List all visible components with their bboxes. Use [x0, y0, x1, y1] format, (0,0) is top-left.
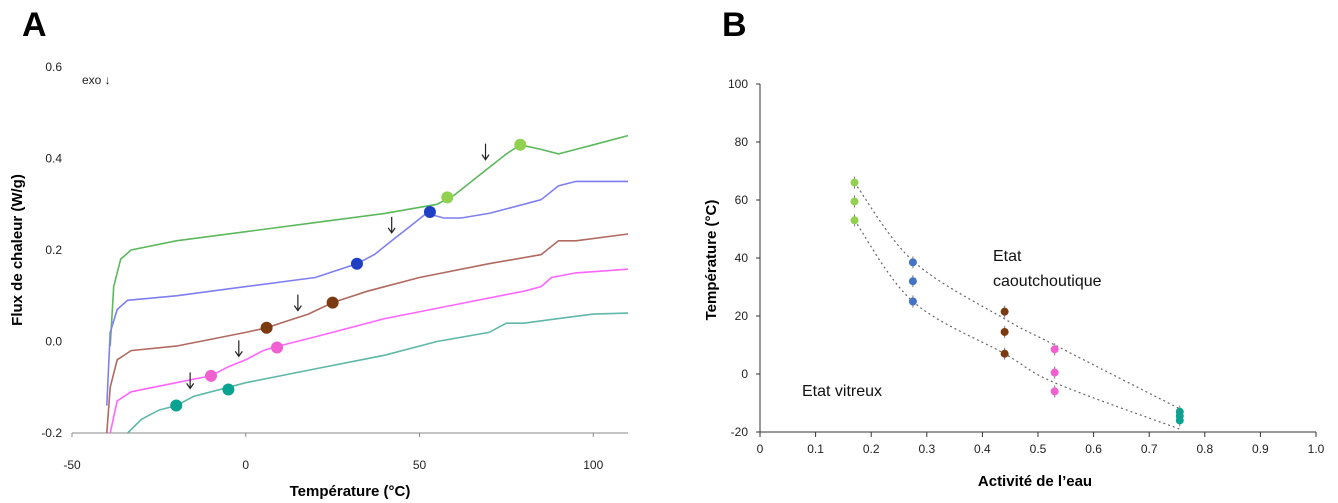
x-tick-label: 0.7	[1141, 442, 1158, 456]
x-tick-label: 0.4	[974, 442, 991, 456]
tg-marker	[260, 321, 273, 334]
data-point	[850, 216, 859, 225]
y-tick-label: -20	[731, 425, 749, 439]
x-tick-label: 0.8	[1196, 442, 1213, 456]
x-tick-label: 0.6	[1085, 442, 1102, 456]
data-point	[908, 277, 917, 286]
y-tick-label: 0	[741, 367, 748, 381]
data-points	[850, 176, 1184, 427]
data-point	[1175, 416, 1184, 425]
data-point	[850, 197, 859, 206]
x-tick-label: -50	[63, 458, 81, 472]
x-tick-label: 1.0	[1308, 442, 1325, 456]
y-tick-label: -0.2	[41, 426, 62, 440]
data-point	[908, 297, 917, 306]
panel-a-letter: A	[22, 6, 47, 44]
rubbery-state-label-line2: caoutchoutique	[993, 273, 1102, 290]
x-tick-label: 0.2	[863, 442, 880, 456]
fit-curve	[854, 182, 1181, 410]
x-tick-label: 100	[583, 458, 603, 472]
arrow-head	[186, 383, 195, 390]
tg-marker	[350, 257, 363, 270]
y-tick-label: 0.0	[45, 335, 62, 349]
y-tick-label: 40	[735, 251, 749, 265]
tg-marker	[441, 191, 454, 204]
data-point	[1050, 345, 1059, 354]
y-tick-label: 0.4	[45, 152, 62, 166]
data-point	[1000, 349, 1009, 358]
series-line	[109, 134, 629, 347]
data-point	[1000, 307, 1009, 316]
tg-marker	[514, 138, 527, 151]
tg-marker	[423, 206, 436, 219]
arrow-head	[481, 154, 490, 161]
x-tick-label: 50	[413, 458, 427, 472]
heat-flow-chart: -50 0 50 100 -0.2 0.0 0.2 0.4 0.6 exo ↓ Tempéra…	[9, 60, 629, 500]
y-tick-label: 20	[735, 309, 749, 323]
tg-marker	[222, 383, 235, 396]
x-tick-label: 0	[757, 442, 764, 456]
glassy-state-label: Etat vitreux	[802, 383, 882, 400]
tg-marker	[326, 296, 339, 309]
tg-marker	[271, 341, 284, 354]
series-line	[106, 233, 629, 434]
arrow-head	[387, 227, 396, 234]
y-tick-label: 0.2	[45, 243, 62, 257]
y-tick-label: 100	[728, 77, 748, 91]
x-axis-title: Activité de l’eau	[978, 473, 1092, 490]
y-axis-title: Flux de chaleur (W/g)	[9, 174, 26, 326]
data-point	[850, 178, 859, 187]
x-tick-label: 0	[242, 458, 249, 472]
tg-marker	[170, 399, 183, 412]
data-point	[1000, 327, 1009, 336]
x-tick-label: 0.1	[807, 442, 824, 456]
y-tick-label: 0.6	[45, 60, 62, 74]
tg-marker	[205, 369, 217, 382]
y-ticks: -0.2 0.0 0.2 0.4 0.6	[41, 60, 62, 440]
x-tick-label: 0.3	[918, 442, 935, 456]
x-tick-label: 0.5	[1030, 442, 1047, 456]
glass-transition-chart: 0 0.1 0.2 0.3 0.4 0.5 0.6 0.7 0.8 0.9 1.0 -20 0 20 40…	[703, 77, 1325, 490]
exo-annotation: exo ↓	[82, 73, 111, 87]
panel-b-letter: B	[722, 6, 747, 44]
x-ticks: 0 0.1 0.2 0.3 0.4 0.5 0.6 0.7 0.8 0.9 1.0	[757, 432, 1325, 456]
data-point	[1050, 387, 1059, 396]
rubbery-state-label-line1: Etat	[993, 248, 1022, 265]
series-group	[106, 134, 629, 434]
y-tick-label: 60	[735, 193, 749, 207]
y-axis-title: Température (°C)	[703, 200, 720, 321]
fit-curves	[854, 182, 1181, 430]
series-line	[106, 180, 628, 406]
x-tick-label: 0.9	[1252, 442, 1269, 456]
data-point	[908, 258, 917, 267]
x-axis-title: Température (°C)	[290, 483, 411, 500]
arrow-head	[293, 305, 302, 312]
series-line	[127, 312, 629, 434]
data-point	[1050, 368, 1059, 377]
y-ticks: -20 0 20 40 60 80 100	[728, 77, 760, 439]
x-ticks: -50 0 50 100	[63, 433, 604, 472]
arrow-head	[234, 351, 243, 358]
y-tick-label: 80	[735, 135, 749, 149]
